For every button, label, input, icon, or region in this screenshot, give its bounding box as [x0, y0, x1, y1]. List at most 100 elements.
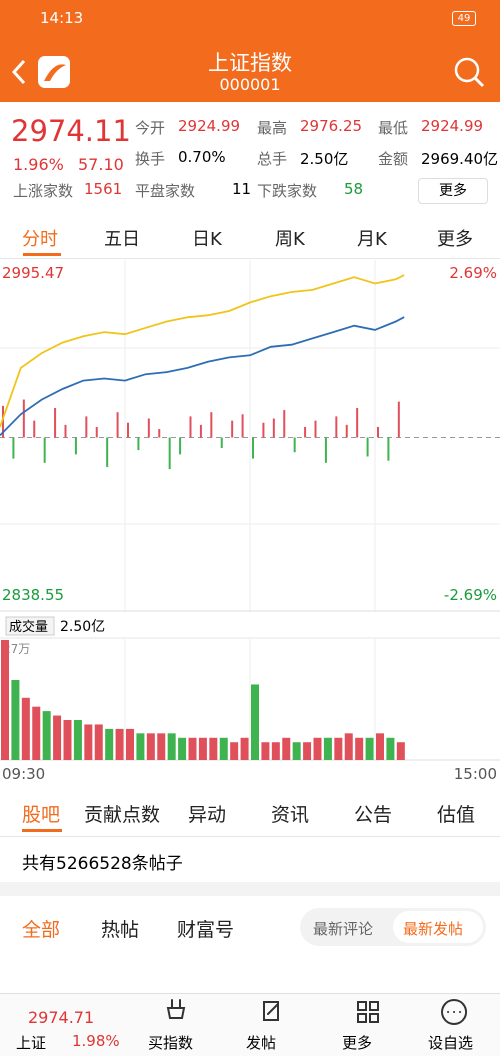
strength-bar	[189, 416, 192, 438]
breadth-label: 平盘家数	[135, 182, 196, 200]
breadth-label: 下跌家数	[257, 182, 318, 200]
chart-tab[interactable]: 五日	[104, 229, 140, 250]
volume-bar	[94, 724, 103, 760]
price-line	[0, 274, 405, 428]
search-button[interactable]	[452, 55, 486, 89]
y2-tick-label: -2.69%	[444, 586, 497, 604]
bottom-name: 上证	[16, 1034, 47, 1052]
separator	[0, 882, 500, 896]
info-tab[interactable]: 资讯	[271, 804, 310, 826]
strength-bar	[106, 437, 109, 468]
action-label[interactable]: 发帖	[246, 1034, 277, 1052]
strength-bar	[147, 418, 150, 438]
chart-tab[interactable]: 更多	[437, 229, 473, 250]
volume-label-box	[5, 616, 55, 636]
volume-bar	[167, 733, 176, 760]
strength-bar	[33, 420, 36, 438]
volume-bar	[42, 711, 51, 760]
battery: 49	[452, 11, 476, 26]
strength-bar	[22, 399, 25, 438]
price-chart: 2838.55 2995.47 -2.69% 2.69%	[0, 260, 500, 612]
info-tab[interactable]: 估值	[437, 804, 476, 826]
volume-bar	[146, 733, 155, 760]
price: 2974.11	[11, 114, 131, 148]
volume-bar	[1, 640, 9, 760]
strength-bar	[293, 437, 296, 453]
post-count: 共有5266528条帖子	[22, 854, 183, 874]
volume-bar	[303, 742, 312, 760]
strength-bar	[158, 429, 161, 438]
strength-bar	[12, 437, 15, 459]
volume-bar	[21, 697, 30, 760]
divider	[0, 836, 500, 837]
volume-bar	[178, 737, 187, 760]
volume-bar	[230, 742, 239, 760]
volume-bar	[261, 742, 270, 760]
action-label[interactable]: 设自选	[428, 1034, 474, 1052]
volume-bar	[136, 733, 145, 760]
post-tab[interactable]: 热帖	[101, 919, 140, 941]
info-tab[interactable]: 公告	[354, 804, 393, 826]
strength-bar	[241, 414, 244, 438]
divider	[0, 258, 500, 259]
action-icon[interactable]	[258, 998, 288, 1028]
volume-bar	[188, 737, 197, 760]
stat-label: 今开	[135, 119, 166, 137]
breadth-label: 上涨家数	[13, 182, 74, 200]
sort-option[interactable]: 最新评论	[313, 920, 374, 938]
stat-value: 2969.40亿	[421, 150, 499, 168]
volume-bar	[282, 737, 291, 760]
sort-active	[393, 911, 483, 943]
volume-bar	[73, 720, 82, 760]
tab-underline	[23, 253, 61, 256]
volume-bar	[313, 737, 322, 760]
strength-bar	[127, 422, 129, 438]
back-button[interactable]	[10, 55, 70, 89]
action-icon[interactable]	[440, 998, 470, 1028]
strength-bar	[262, 422, 265, 438]
stat-value: 2976.25	[300, 117, 363, 135]
x-tick-label: 09:30	[2, 765, 45, 783]
strength-bar	[2, 405, 4, 438]
volume-bar	[157, 733, 166, 760]
info-tab[interactable]: 异动	[188, 804, 227, 826]
chart-tab[interactable]: 日K	[192, 229, 222, 250]
info-tab[interactable]: 贡献点数	[84, 804, 161, 826]
x-tick-label: 15:00	[454, 765, 497, 783]
sort-option[interactable]: 最新发帖	[403, 920, 464, 938]
strength-bar	[272, 418, 275, 438]
bottom-price: 2974.71	[28, 1008, 95, 1027]
strength-bar	[304, 426, 307, 438]
strength-bar	[397, 401, 400, 438]
strength-bar	[74, 437, 77, 455]
chart-tab[interactable]: 分时	[22, 229, 58, 250]
action-label[interactable]: 买指数	[148, 1034, 194, 1052]
chart-tab[interactable]: 月K	[357, 229, 387, 250]
action-label[interactable]: 更多	[342, 1034, 373, 1052]
volume-bar	[126, 728, 134, 760]
post-tab[interactable]: 全部	[22, 919, 61, 941]
volume-bar	[355, 737, 364, 760]
volume-bar	[396, 742, 405, 760]
more-button[interactable]: 更多	[418, 178, 488, 204]
volume-bar	[376, 733, 384, 760]
info-tab[interactable]: 股吧	[22, 804, 61, 826]
header-code: 000001	[219, 75, 281, 94]
breadth-value: 1561	[84, 180, 123, 198]
volume-bar	[271, 742, 280, 760]
chart-tab[interactable]: 周K	[275, 229, 305, 250]
post-tab[interactable]: 财富号	[177, 919, 235, 941]
volume-bar	[219, 737, 228, 760]
strength-bar	[335, 416, 338, 438]
volume-bar	[251, 684, 259, 760]
volume-title: 成交量	[9, 619, 48, 635]
action-icon[interactable]	[354, 998, 384, 1028]
stat-label: 金额	[378, 150, 409, 168]
strength-bar	[54, 407, 57, 438]
stat-label: 总手	[257, 150, 288, 168]
volume-bar	[63, 720, 72, 760]
action-icon[interactable]	[160, 998, 190, 1028]
volume-bar	[292, 742, 301, 760]
strength-bar	[137, 437, 140, 451]
